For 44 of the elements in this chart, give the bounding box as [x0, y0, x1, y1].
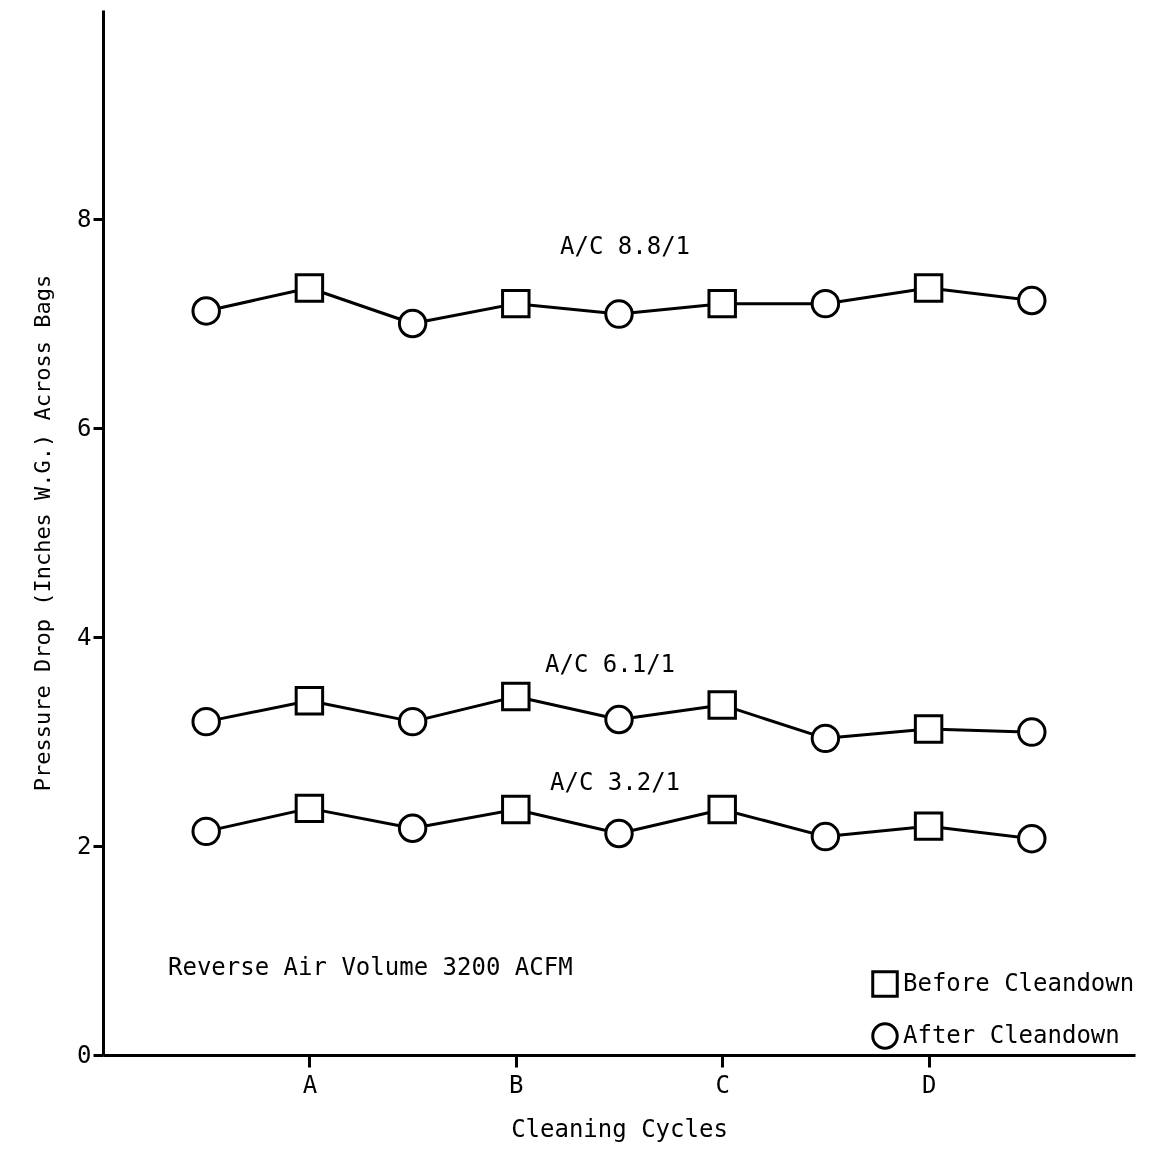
point — [810, 723, 841, 754]
y-tick-label: 6 — [77, 413, 92, 442]
point — [397, 308, 428, 339]
point — [913, 714, 944, 744]
point — [1017, 285, 1047, 316]
point — [191, 706, 221, 737]
legend-label: After Cleandown — [903, 1021, 1120, 1049]
annotation: A/C 3.2/1 — [549, 768, 681, 796]
x-tick-label: C — [715, 1070, 730, 1099]
point — [191, 816, 221, 847]
point — [397, 706, 428, 737]
legend-label: Before Cleandown — [903, 969, 1135, 997]
point — [294, 273, 325, 303]
x-tick-label: A — [302, 1070, 318, 1099]
point — [397, 813, 428, 843]
y-tick-label: 2 — [77, 831, 92, 860]
y-axis-title: Pressure Drop (Inches W.G.) Across Bags — [30, 274, 56, 792]
point — [913, 811, 944, 841]
point — [604, 818, 634, 849]
point — [810, 288, 841, 319]
y-tick-label: 8 — [77, 204, 92, 233]
point — [707, 690, 737, 720]
point — [294, 686, 325, 716]
annotation: A/C 6.1/1 — [544, 650, 676, 678]
point — [501, 794, 531, 825]
point — [707, 288, 737, 319]
y-tick-label: 4 — [77, 622, 92, 651]
point — [707, 794, 737, 825]
x-tick-label: B — [509, 1070, 524, 1099]
x-tick-label: D — [921, 1070, 937, 1099]
annotation: A/C 8.8/1 — [559, 232, 691, 260]
point — [604, 704, 634, 735]
annotation: Reverse Air Volume 3200 ACFM — [168, 953, 573, 981]
point — [1017, 823, 1047, 854]
point — [294, 793, 325, 824]
x-axis-title: Cleaning Cycles — [511, 1114, 728, 1143]
y-tick-label: 0 — [77, 1040, 92, 1069]
point — [191, 296, 221, 326]
point — [1017, 717, 1047, 747]
point — [501, 288, 531, 319]
point — [501, 681, 531, 712]
point — [810, 821, 841, 852]
point — [913, 273, 944, 303]
point — [604, 299, 634, 329]
